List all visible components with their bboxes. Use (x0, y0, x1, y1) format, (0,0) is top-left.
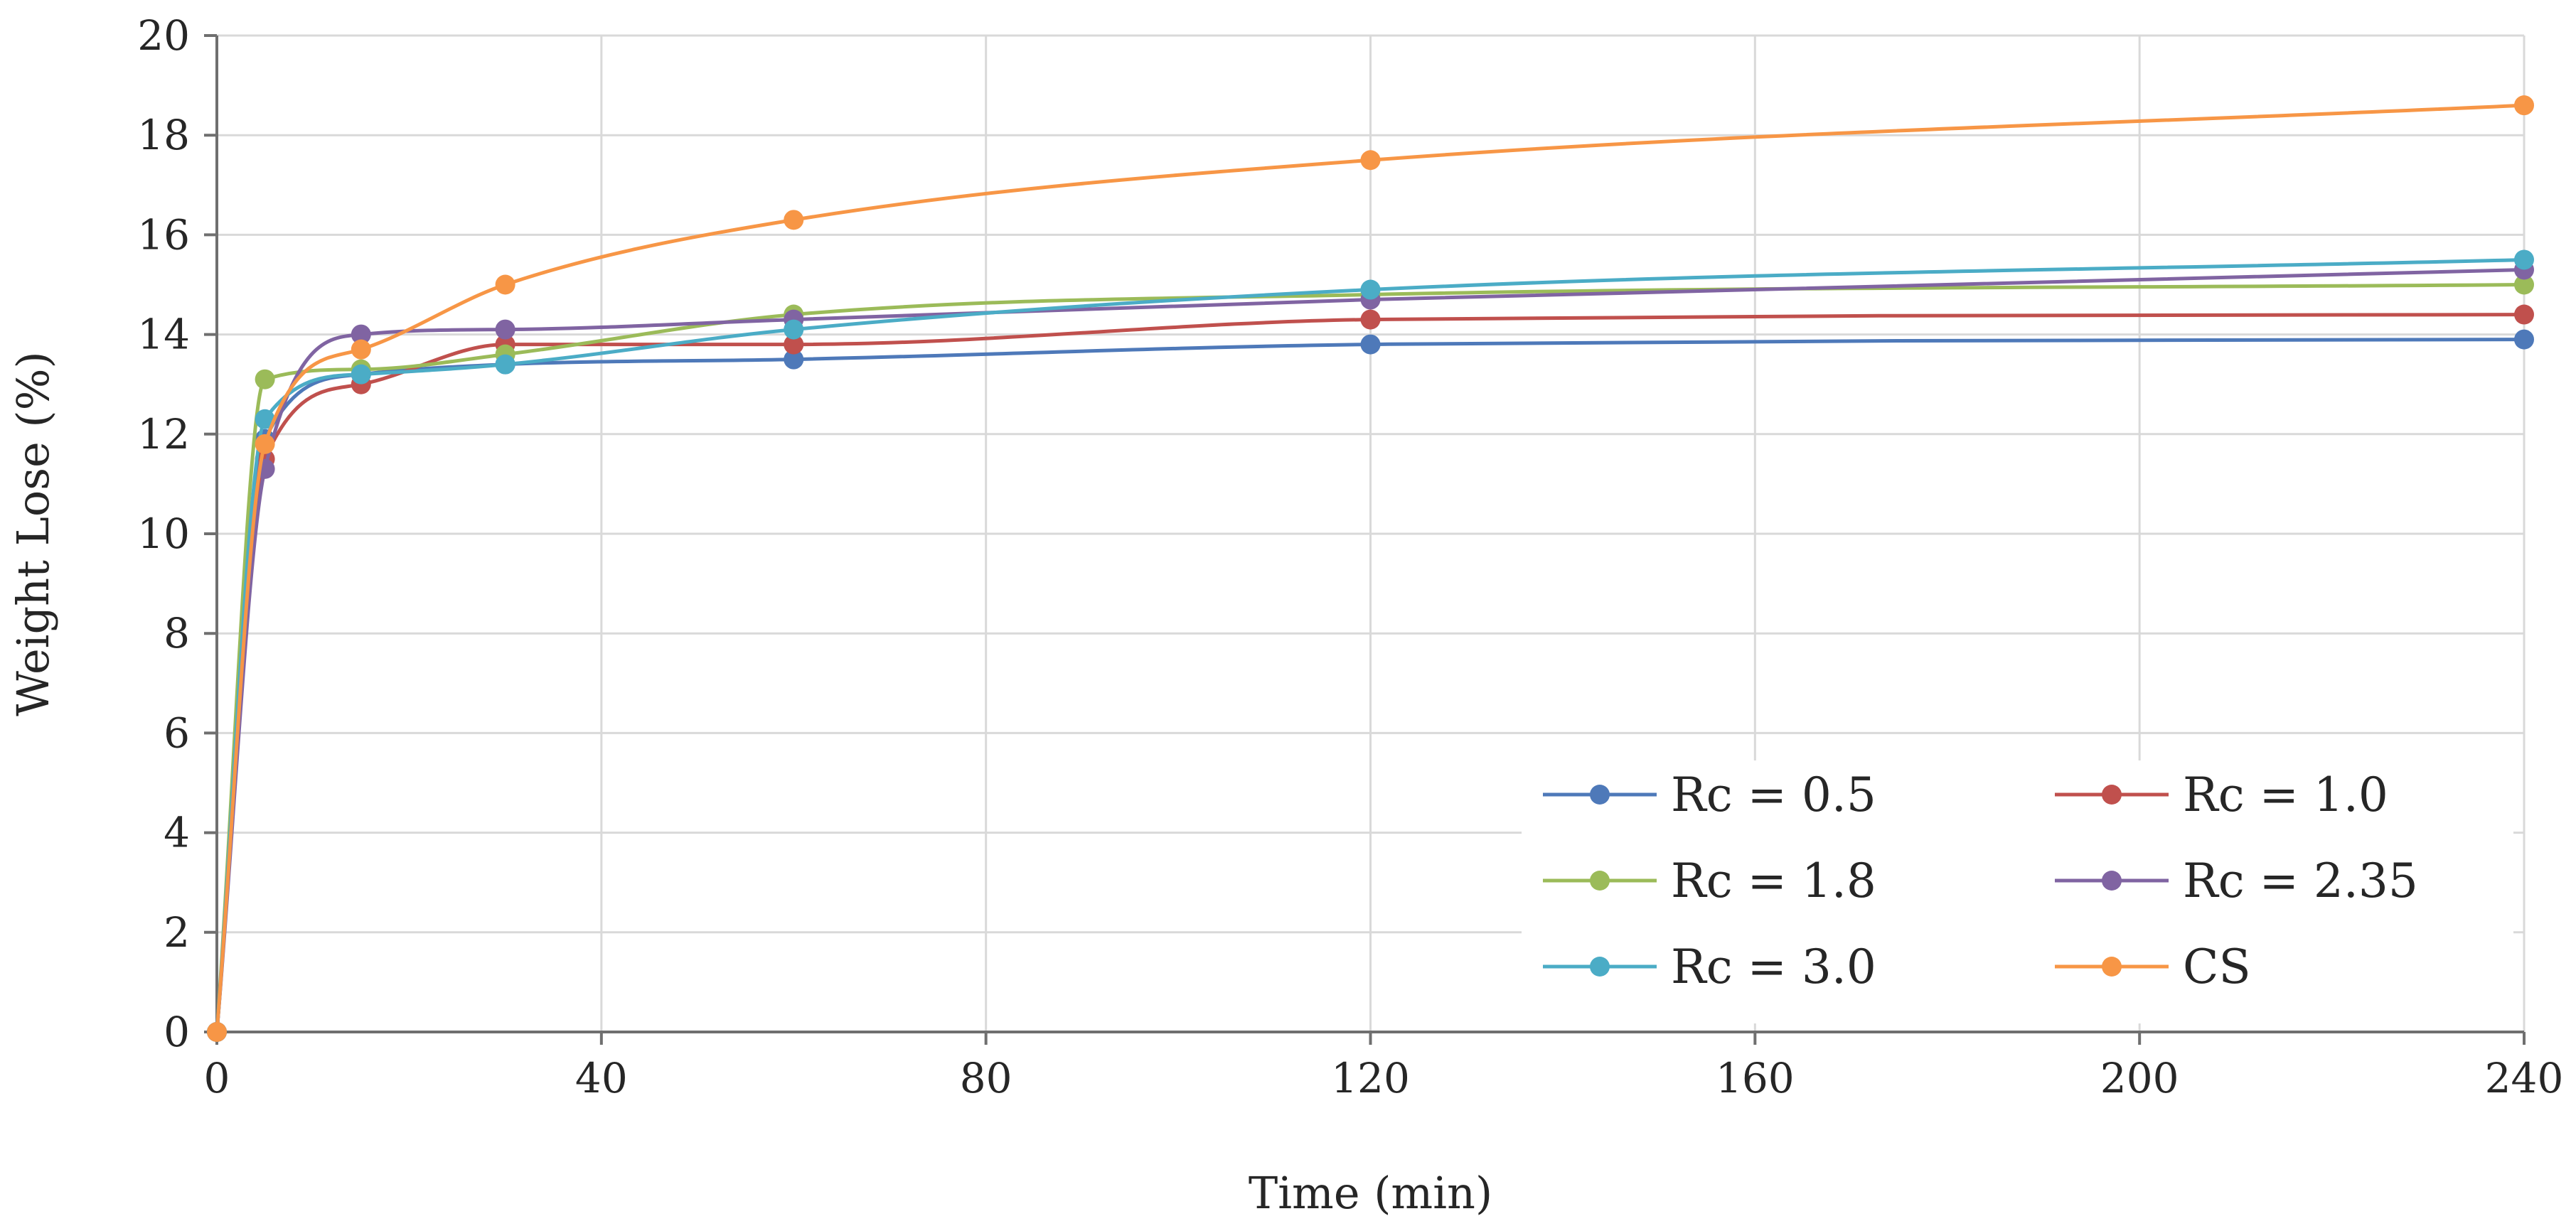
data-point-rc-3-0 (2514, 249, 2534, 270)
x-tick-label: 40 (575, 1054, 628, 1102)
data-point-rc-0-5 (1360, 334, 1381, 355)
legend-box (1522, 760, 2513, 1023)
data-point-cs (351, 339, 371, 360)
data-point-rc-1-8 (2514, 274, 2534, 295)
legend-swatch-marker (1590, 871, 1610, 891)
data-point-rc-0-5 (2514, 329, 2534, 350)
plot-area (207, 95, 2534, 1042)
x-axis-title: Time (min) (1249, 1167, 1492, 1219)
data-point-cs (1360, 150, 1381, 171)
y-tick-label: 14 (137, 311, 190, 359)
x-tick-label: 80 (960, 1054, 1012, 1102)
data-point-cs (255, 434, 275, 454)
x-tick-label: 120 (1331, 1054, 1410, 1102)
data-point-rc-1-0 (1360, 309, 1381, 330)
legend-background (1522, 760, 2513, 1023)
legend-entry-rc-1-8: Rc = 1.8 (1543, 854, 1876, 908)
data-point-cs (2514, 95, 2534, 116)
legend-label: Rc = 3.0 (1671, 940, 1876, 994)
legend-entry-rc-3-0: Rc = 3.0 (1543, 940, 1876, 994)
series-line-cs (215, 103, 2526, 1034)
data-point-rc-1-0 (784, 334, 804, 355)
data-point-cs (207, 1022, 227, 1042)
data-point-rc-3-0 (255, 409, 275, 429)
legend-entry-rc-0-5: Rc = 0.5 (1543, 768, 1876, 822)
data-point-cs (495, 274, 515, 295)
y-tick-label: 18 (137, 111, 190, 159)
data-point-rc-3-0 (784, 319, 804, 340)
data-point-rc-1-8 (255, 369, 275, 389)
legend-label: CS (2183, 940, 2251, 994)
legend-swatch-marker (2102, 785, 2122, 805)
y-tick-label: 2 (164, 908, 190, 957)
y-axis-title: Weight Lose (%) (7, 351, 59, 716)
y-tick-label: 12 (137, 410, 190, 458)
x-tick-label: 240 (2485, 1054, 2564, 1102)
x-tick-label: 0 (204, 1054, 230, 1102)
legend: Rc = 0.5 Rc = 1.0 Rc = 1.8 Rc = 2.35 Rc = 3.… (1543, 768, 2418, 994)
data-point-rc-2-35 (495, 319, 515, 340)
x-tick-labels: 0 40 80 120 160 200 240 (204, 1054, 2564, 1102)
legend-entry-rc-2-35: Rc = 2.35 (2055, 854, 2418, 908)
data-point-rc-1-0 (2514, 304, 2534, 325)
legend-label: Rc = 1.0 (2183, 768, 2388, 822)
legend-swatch-marker (1590, 785, 1610, 805)
data-point-rc-3-0 (1360, 279, 1381, 300)
legend-entry-rc-1-0: Rc = 1.0 (2055, 768, 2388, 822)
legend-entry-cs: CS (2055, 940, 2251, 994)
series-line-rc-2-35 (215, 268, 2526, 1034)
legend-label: Rc = 2.35 (2183, 854, 2418, 908)
y-tick-label: 0 (164, 1008, 190, 1056)
axes (204, 34, 2526, 1045)
data-point-rc-0-5 (784, 349, 804, 370)
data-point-rc-2-35 (351, 324, 371, 345)
legend-swatch-marker (1590, 957, 1610, 977)
y-tick-label: 8 (164, 609, 190, 657)
y-tick-label: 16 (137, 210, 190, 259)
y-tick-label: 10 (137, 510, 190, 558)
x-tick-label: 160 (1716, 1054, 1795, 1102)
y-tick-label: 20 (137, 11, 190, 60)
x-tick-label: 200 (2100, 1054, 2179, 1102)
y-tick-label: 4 (164, 809, 190, 857)
legend-swatch-marker (2102, 957, 2122, 977)
legend-label: Rc = 0.5 (1671, 768, 1876, 822)
legend-swatch-marker (2102, 871, 2122, 891)
data-point-cs (784, 210, 804, 230)
data-point-rc-3-0 (351, 364, 371, 385)
legend-label: Rc = 1.8 (1671, 854, 1876, 908)
data-point-rc-3-0 (495, 354, 515, 375)
y-tick-labels: 0 2 4 6 8 10 12 14 16 18 20 (137, 11, 190, 1056)
y-tick-label: 6 (164, 709, 190, 757)
